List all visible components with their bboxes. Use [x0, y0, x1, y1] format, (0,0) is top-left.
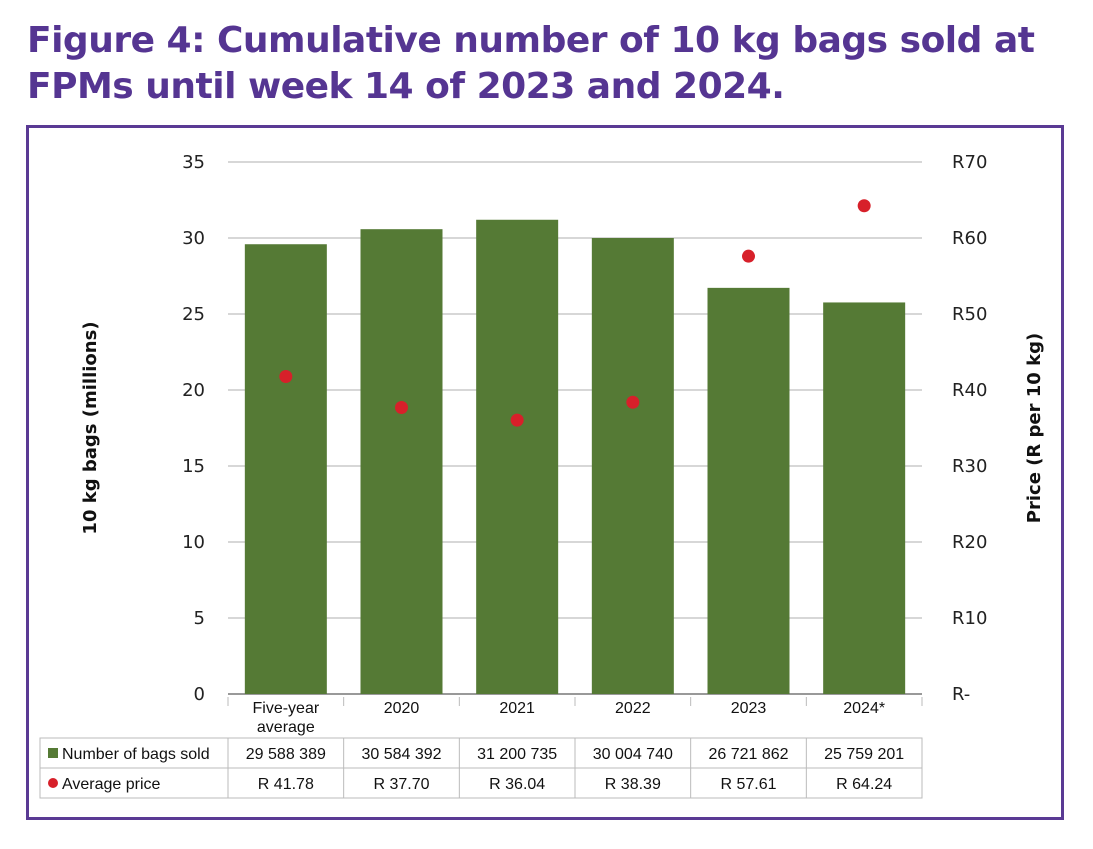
- x-tick-label: 2023: [731, 700, 767, 717]
- x-tick-label: 2024*: [843, 700, 885, 717]
- y2-tick-label: R50: [952, 304, 987, 325]
- bar: [476, 219, 559, 694]
- dot-series: [279, 199, 871, 427]
- data-table: Number of bags sold 29 588 389 30 584 392 3…: [39, 737, 923, 799]
- y-tick-label: 35: [182, 152, 205, 173]
- bar: [707, 287, 790, 694]
- y-tick-label: 10: [182, 532, 205, 553]
- table-cell: R 57.61: [720, 776, 776, 793]
- y2-tick-label: R-: [952, 684, 970, 705]
- table-row-label: Average price: [62, 776, 161, 793]
- table-cell: 25 759 201: [824, 746, 904, 763]
- price-dot: [395, 400, 408, 414]
- y2-tick-label: R30: [952, 456, 987, 477]
- gridlines: [228, 161, 922, 695]
- table-row-label: Number of bags sold: [62, 746, 210, 763]
- table-cell: R 37.70: [373, 776, 429, 793]
- price-dot: [742, 249, 755, 263]
- table-cell: 30 584 392: [361, 746, 441, 763]
- y2-tick-label: R10: [952, 608, 987, 629]
- y-tick-label: 0: [194, 684, 205, 705]
- price-dot: [626, 395, 640, 409]
- x-tick-label: 2022: [615, 700, 651, 717]
- legend-dot-swatch: [48, 778, 58, 788]
- y-tick-label: 5: [194, 608, 205, 629]
- y-tick-label: 20: [182, 380, 205, 401]
- table-cell: 31 200 735: [477, 746, 557, 763]
- y2-axis-label: Price (R per 10 kg): [1024, 333, 1045, 523]
- table-cell: 26 721 862: [708, 746, 788, 763]
- bar: [591, 238, 674, 694]
- table-cell: R 41.78: [258, 776, 314, 793]
- x-tick-label: Five-year: [252, 700, 319, 717]
- bar: [360, 229, 443, 694]
- bar: [823, 302, 906, 694]
- y-tick-label: 25: [182, 304, 205, 325]
- x-tick-label: 2020: [384, 700, 420, 717]
- y-tick-label: 30: [182, 228, 205, 249]
- y2-tick-label: R70: [952, 152, 987, 173]
- price-dot: [510, 413, 524, 427]
- bar: [244, 244, 327, 694]
- x-tick-label: average: [257, 719, 315, 736]
- x-tick-label: 2021: [499, 700, 535, 717]
- table-cell: 29 588 389: [246, 746, 326, 763]
- y-tick-label: 15: [182, 456, 205, 477]
- price-dot: [279, 369, 293, 383]
- y2-tick-label: R60: [952, 228, 987, 249]
- legend-bar-swatch: [48, 748, 58, 758]
- axes: 0 R- 5 R10 10 R20 15 R30 20 R40 25 R50 30 R60 35 R70 10 …: [80, 152, 1045, 736]
- table-cell: 30 004 740: [593, 746, 673, 763]
- y2-tick-label: R40: [952, 380, 987, 401]
- table-cell: R 38.39: [605, 776, 661, 793]
- y-axis-label: 10 kg bags (millions): [80, 321, 101, 534]
- chart-frame: [26, 125, 1064, 820]
- bar-series: [244, 219, 906, 694]
- figure-title: Figure 4: Cumulative number of 10 kg bag…: [27, 20, 1035, 107]
- price-dot: [857, 199, 871, 213]
- table-cell: R 64.24: [836, 776, 892, 793]
- y2-tick-label: R20: [952, 532, 987, 553]
- table-cell: R 36.04: [489, 776, 545, 793]
